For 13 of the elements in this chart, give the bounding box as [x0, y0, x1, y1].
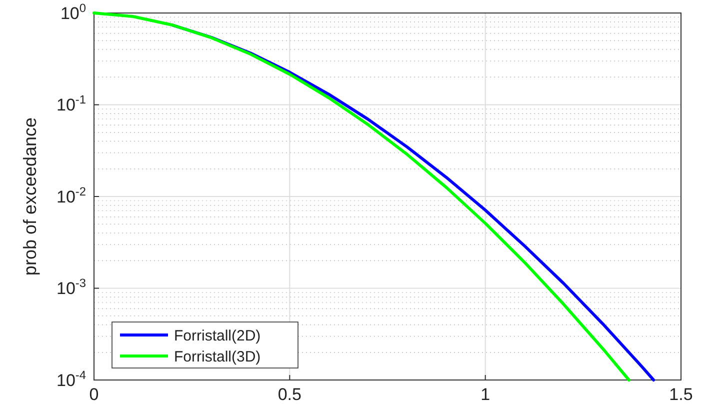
x-tick-label: 1.5 [669, 385, 693, 404]
x-tick-label: 1 [480, 385, 490, 404]
line-series [92, 12, 630, 382]
y-axis-title: prob of exceedance [20, 117, 40, 276]
y-tick-label: 10$^{-4}$ [56, 368, 86, 390]
y-tick-label: 10$^{-3}$ [56, 276, 86, 298]
legend-label: Forristall(2D) [174, 327, 261, 344]
x-tick-label: 0 [89, 385, 99, 404]
y-tick-label: 10$^{-2}$ [56, 184, 86, 206]
y-tick-label: 10$^{0}$ [60, 0, 86, 23]
y-tick-label: 10$^{-1}$ [56, 92, 86, 115]
legend-label: Forristall(3D) [174, 348, 261, 366]
x-tick-label: 0.5 [278, 385, 302, 404]
